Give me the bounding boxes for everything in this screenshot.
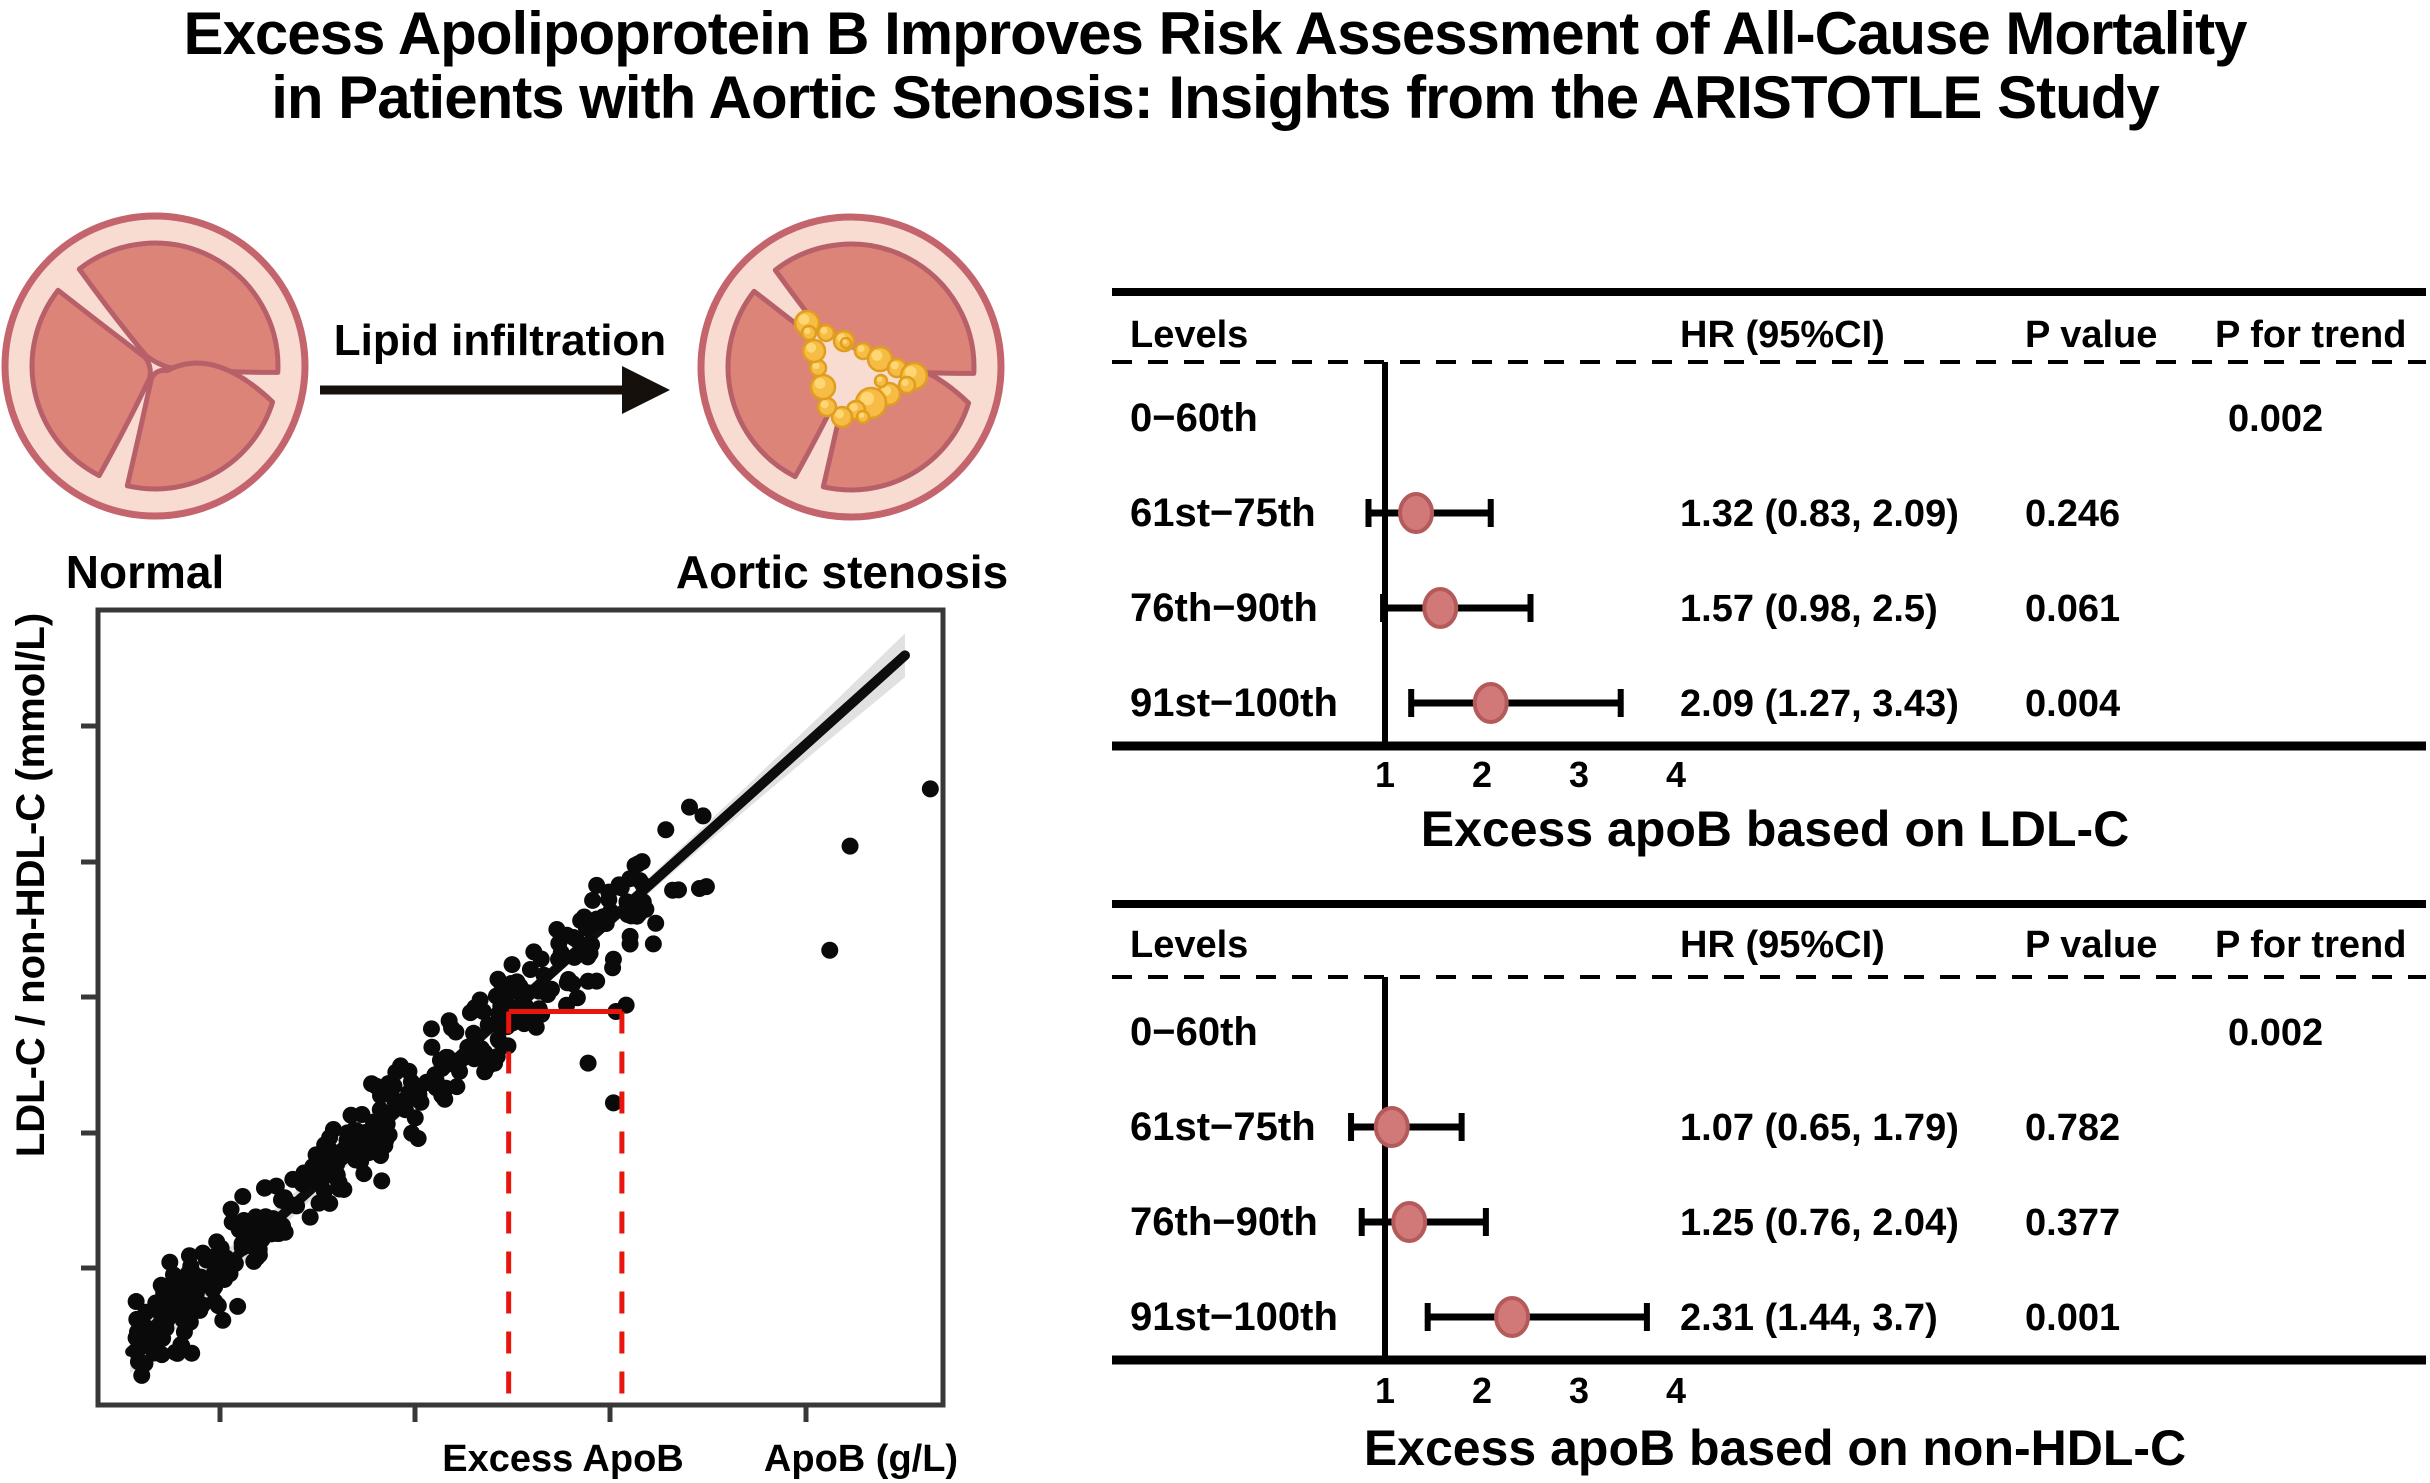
forest-plot-title: Excess apoB based on non-HDL-C xyxy=(1364,1420,2186,1476)
axis-tick-label: 4 xyxy=(1666,754,1686,795)
figure-title: Excess Apolipoprotein B Improves Risk As… xyxy=(0,2,2430,130)
row-level-label: 0−60th xyxy=(1130,396,1258,440)
row-hr-ci-value: 1.25 (0.76, 2.04) xyxy=(1680,1202,1959,1244)
row-hr-ci-value: 2.09 (1.27, 3.43) xyxy=(1680,683,1959,725)
row-p-value: 0.001 xyxy=(2025,1297,2120,1339)
axis-tick-label: 1 xyxy=(1375,754,1395,795)
axis-tick-label: 3 xyxy=(1569,1370,1589,1411)
row-p-value: 0.061 xyxy=(2025,588,2120,630)
row-p-value: 0.782 xyxy=(2025,1107,2120,1149)
column-header-p-value: P value xyxy=(2025,314,2157,356)
p-for-trend-value: 0.002 xyxy=(2228,1012,2323,1054)
forest-plot-title: Excess apoB based on LDL-C xyxy=(1421,801,2130,857)
column-header-hr: HR (95%CI) xyxy=(1680,924,1885,966)
row-hr-ci-value: 1.57 (0.98, 2.5) xyxy=(1680,588,1938,630)
p-for-trend-value: 0.002 xyxy=(2228,398,2323,440)
column-header-hr: HR (95%CI) xyxy=(1680,314,1885,356)
stenotic-valve-illustration xyxy=(697,213,1005,521)
row-hr-ci-value: 2.31 (1.44, 3.7) xyxy=(1680,1297,1938,1339)
column-header-p-value: P value xyxy=(2025,924,2157,966)
normal-valve-label: Normal xyxy=(66,546,224,598)
lipid-infiltration-arrow-icon xyxy=(320,366,670,414)
row-p-value: 0.004 xyxy=(2025,683,2120,725)
row-p-value: 0.246 xyxy=(2025,493,2120,535)
scatter-axis-ticks xyxy=(81,723,809,1422)
row-level-label: 61st−75th xyxy=(1130,491,1316,535)
forest-plot-nonhdl: Levels HR (95%CI) P value P for trend 0−… xyxy=(1112,900,2426,1476)
axis-tick-label: 4 xyxy=(1666,1370,1686,1411)
forest-markers-layer xyxy=(1348,1106,1650,1338)
column-header-levels: Levels xyxy=(1130,924,1248,966)
row-hr-ci-value: 1.07 (0.65, 1.79) xyxy=(1680,1107,1959,1149)
row-hr-ci-value: 1.32 (0.83, 2.09) xyxy=(1680,493,1959,535)
row-level-label: 0−60th xyxy=(1130,1010,1258,1054)
axis-tick-label: 2 xyxy=(1472,1370,1492,1411)
column-header-p-trend: P for trend xyxy=(2215,314,2406,356)
axis-tick-label: 3 xyxy=(1569,754,1589,795)
row-level-label: 76th−90th xyxy=(1130,1200,1318,1244)
scatter-x-axis-label: ApoB (g/L) xyxy=(764,1438,958,1480)
excess-apob-annotation-label: Excess ApoB xyxy=(442,1438,683,1480)
figure-title-line2: in Patients with Aortic Stenosis: Insigh… xyxy=(271,64,2160,131)
normal-valve-illustration xyxy=(1,212,309,520)
valve-diagram: Lipid infiltration Normal Aortic stenosi… xyxy=(1,212,1008,598)
column-header-p-trend: P for trend xyxy=(2215,924,2406,966)
forest-plot-ldl: Levels HR (95%CI) P value P for trend 0−… xyxy=(1112,288,2426,857)
forest-markers-layer xyxy=(1365,492,1624,724)
figure-title-line1: Excess Apolipoprotein B Improves Risk As… xyxy=(183,0,2248,67)
scatter-y-axis-label: LDL-C / non-HDL-C (mmol/L) xyxy=(9,613,53,1157)
column-header-levels: Levels xyxy=(1130,314,1248,356)
axis-tick-label: 2 xyxy=(1472,754,1492,795)
lipid-infiltration-label: Lipid infiltration xyxy=(334,316,666,365)
row-level-label: 91st−100th xyxy=(1130,1295,1338,1339)
row-p-value: 0.377 xyxy=(2025,1202,2120,1244)
row-level-label: 76th−90th xyxy=(1130,586,1318,630)
scatter-plot: LDL-C / non-HDL-C (mmol/L) Excess ApoB A… xyxy=(9,607,958,1480)
row-level-label: 61st−75th xyxy=(1130,1105,1316,1149)
scatter-data-layer xyxy=(125,633,939,1405)
axis-tick-label: 1 xyxy=(1375,1370,1395,1411)
row-level-label: 91st−100th xyxy=(1130,681,1338,725)
stenotic-valve-label: Aortic stenosis xyxy=(676,546,1008,598)
